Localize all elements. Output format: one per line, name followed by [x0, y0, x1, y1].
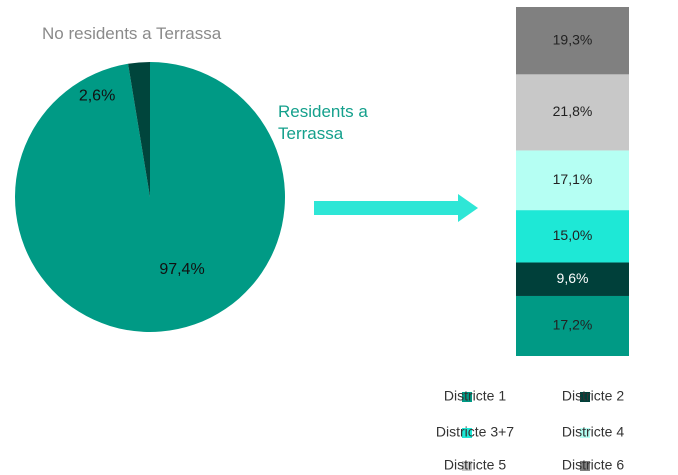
bar-segment — [516, 150, 629, 211]
pie-value-label: 2,6% — [79, 87, 115, 104]
legend-item: Districte 1 — [444, 388, 506, 404]
legend-swatch — [462, 428, 472, 438]
bar-value-label: 9,6% — [557, 270, 589, 286]
bar-value-label: 19,3% — [553, 31, 593, 47]
pie-category-label: Residents a Terrassa — [278, 102, 368, 143]
legend-item: Districte 3+7 — [436, 424, 514, 440]
pie-category-label: No residents a Terrassa — [42, 24, 222, 43]
bar-value-label: 17,1% — [553, 171, 593, 187]
legend-item: Districte 4 — [562, 424, 624, 440]
legend-swatch — [580, 428, 590, 438]
bar-value-label: 17,2% — [553, 317, 593, 333]
bar-segment — [516, 295, 629, 356]
legend-label: Districte 3+7 — [436, 424, 514, 440]
legend-label: Districte 5 — [444, 457, 506, 473]
arrow — [314, 194, 478, 222]
bar-segment — [516, 262, 629, 296]
legend-item: Districte 5 — [444, 457, 506, 473]
bar-value-label: 15,0% — [553, 227, 593, 243]
legend-swatch — [580, 392, 590, 402]
pie-slice — [128, 62, 150, 197]
bar-segment — [516, 210, 629, 263]
pie-slice — [14, 62, 285, 333]
bar-segment — [516, 7, 629, 75]
bar-segment — [516, 74, 629, 151]
legend-swatch — [462, 461, 472, 471]
pie-value-label: 97,4% — [159, 261, 204, 278]
legend-item: Districte 6 — [562, 457, 624, 473]
arrow-head — [458, 194, 478, 222]
arrow-shaft — [314, 201, 460, 215]
legend-swatch — [580, 461, 590, 471]
bar-value-label: 21,8% — [553, 103, 593, 119]
legend-label: Districte 2 — [562, 388, 624, 404]
legend-label: Districte 6 — [562, 457, 624, 473]
legend-swatch — [462, 392, 472, 402]
legend-label: Districte 1 — [444, 388, 506, 404]
legend-item: Districte 2 — [562, 388, 624, 404]
legend-label: Districte 4 — [562, 424, 624, 440]
